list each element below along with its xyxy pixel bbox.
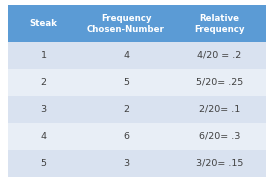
Text: 3: 3 (123, 159, 129, 168)
Bar (8, 5, 79, 42)
Text: Steak: Steak (30, 19, 58, 28)
Bar (8, 96, 79, 123)
Bar (173, 123, 266, 150)
Text: 6/20= .3: 6/20= .3 (199, 132, 240, 141)
Text: Relative
Frequency: Relative Frequency (194, 14, 245, 34)
Text: 1: 1 (41, 51, 47, 60)
Text: 3: 3 (41, 105, 47, 114)
Bar (173, 96, 266, 123)
Text: Frequency
Chosen-Number: Frequency Chosen-Number (87, 14, 165, 34)
Text: 2/20= .1: 2/20= .1 (199, 105, 240, 114)
Text: 5/20= .25: 5/20= .25 (196, 78, 243, 87)
Bar (79, 5, 173, 42)
Bar (173, 42, 266, 69)
Bar (173, 69, 266, 96)
Text: 4: 4 (123, 51, 129, 60)
Bar (8, 123, 79, 150)
Text: 3/20= .15: 3/20= .15 (196, 159, 243, 168)
Text: 5: 5 (123, 78, 129, 87)
Bar (8, 150, 79, 177)
Bar (79, 96, 173, 123)
Bar (79, 123, 173, 150)
Text: 6: 6 (123, 132, 129, 141)
Bar (79, 42, 173, 69)
Bar (8, 69, 79, 96)
Bar (79, 69, 173, 96)
Bar (8, 42, 79, 69)
Bar (173, 150, 266, 177)
Text: 5: 5 (41, 159, 47, 168)
Text: 2: 2 (123, 105, 129, 114)
Bar (79, 150, 173, 177)
Text: 2: 2 (41, 78, 47, 87)
Text: 4: 4 (41, 132, 47, 141)
Text: 4/20 = .2: 4/20 = .2 (197, 51, 242, 60)
Bar (173, 5, 266, 42)
